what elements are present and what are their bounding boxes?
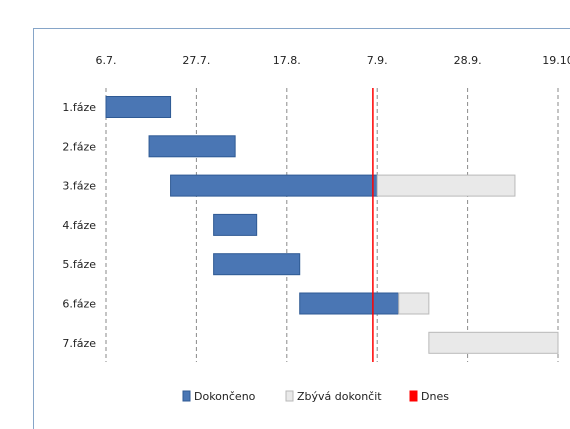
legend-swatch (286, 391, 293, 401)
bar-remaining (429, 332, 558, 353)
category-label: 7.fáze (62, 337, 96, 350)
x-tick-label: 27.7. (182, 54, 210, 67)
category-label: 3.fáze (62, 180, 96, 193)
bar-completed (214, 254, 300, 275)
legend-label: Dnes (421, 390, 449, 403)
x-tick-label: 19.10 (542, 54, 570, 67)
bar-completed (149, 136, 235, 157)
gridlines (106, 88, 558, 362)
bar-completed (214, 214, 257, 235)
gantt-chart: 6.7. 27.7. 17.8. 7.9. 28.9. 19.10 1.fáze 2.fáz… (0, 0, 570, 415)
x-tick-label: 7.9. (367, 54, 388, 67)
legend-label: Zbývá dokončit (297, 390, 382, 403)
bar-completed (106, 97, 171, 118)
bar-remaining (377, 175, 515, 196)
x-tick-label: 28.9. (454, 54, 482, 67)
category-label: 4.fáze (62, 219, 96, 232)
legend: Dokončeno Zbývá dokončit Dnes (183, 390, 449, 403)
category-label: 5.fáze (62, 258, 96, 271)
x-tick-label: 6.7. (96, 54, 117, 67)
y-axis-category-labels: 1.fáze 2.fáze 3.fáze 4.fáze 5.fáze 6.fáze 7.fá… (62, 101, 96, 350)
x-axis-tick-labels: 6.7. 27.7. 17.8. 7.9. 28.9. 19.10 (96, 54, 570, 67)
bar-completed (171, 175, 378, 196)
legend-label: Dokončeno (194, 390, 256, 403)
category-label: 1.fáze (62, 101, 96, 114)
category-label: 2.fáze (62, 140, 96, 153)
legend-swatch (183, 391, 190, 401)
bars (106, 97, 558, 354)
bar-completed (300, 293, 399, 314)
legend-swatch (410, 391, 417, 401)
bar-remaining (399, 293, 429, 314)
x-tick-label: 17.8. (273, 54, 301, 67)
category-label: 6.fáze (62, 298, 96, 311)
